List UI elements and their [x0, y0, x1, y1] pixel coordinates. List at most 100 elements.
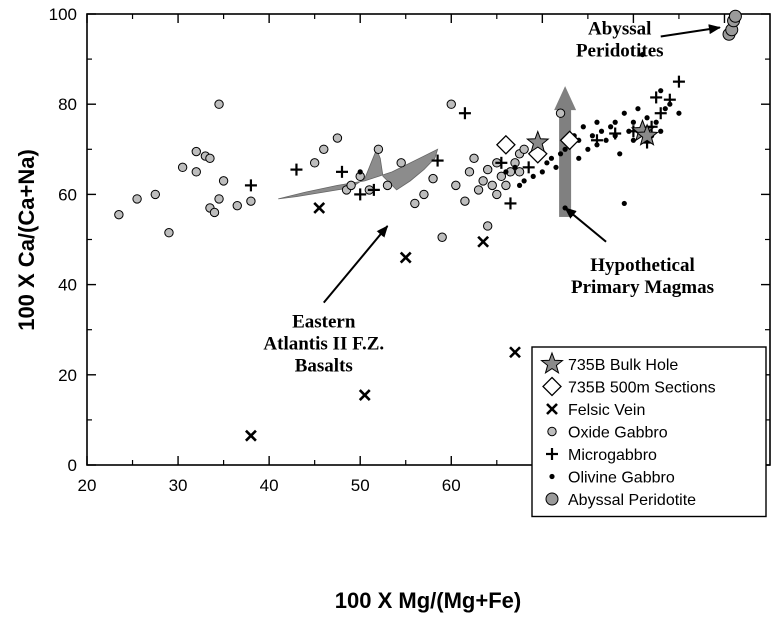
legend-marker-felsic-vein	[546, 403, 558, 415]
microgabbro-point-3	[354, 188, 367, 201]
x-tick-label-1: 30	[169, 476, 188, 495]
oxide-gabbro-point-5	[191, 167, 201, 177]
legend: 735B Bulk Hole 735B 500m Sections Felsic V…	[531, 346, 767, 518]
olivine-gabbro-point-1	[503, 169, 509, 175]
olivine-gabbro-point-18	[585, 146, 591, 152]
microgabbro-point-7	[495, 156, 508, 169]
annotation-2: Eastern Atlantis II F.Z. Basalts	[263, 311, 384, 376]
oxide-gabbro-point-8	[205, 153, 215, 164]
oxide-gabbro-point-0	[114, 209, 124, 220]
olivine-gabbro-point-20	[594, 119, 600, 125]
annotation-1: Hypothetical Primary Magmas	[571, 255, 714, 298]
felsic-vein-point-4-b	[477, 235, 490, 248]
legend-marker-microgabbro	[546, 448, 558, 460]
felsic-vein-point-1	[313, 202, 326, 214]
microgabbro-point-11	[609, 127, 622, 140]
oxide-gabbro-point-23	[373, 144, 384, 155]
oxide-gabbro-point-33	[464, 167, 475, 177]
olivine-gabbro-point-23	[603, 137, 609, 143]
felsic-vein-point-1-b	[313, 202, 326, 214]
microgabbro-point-8	[504, 197, 517, 210]
annotations-group: Abyssal Peridotites Hypothetical Primary Ma…	[263, 18, 721, 376]
microgabbro-point-17	[663, 93, 676, 106]
oxide-gabbro-point-28	[428, 173, 438, 184]
microgabbro-point-2	[335, 165, 348, 178]
oxide-gabbro-point-39	[487, 180, 497, 191]
x-tick-label-0: 20	[78, 476, 97, 495]
oxide-gabbro-point-34	[469, 153, 479, 164]
oxide-gabbro-point-40	[492, 189, 502, 200]
microgabbro-point-6	[458, 107, 471, 120]
felsic-vein-point-3	[399, 251, 412, 264]
annotation-2-line-1: Atlantis II F.Z.	[263, 333, 384, 354]
legend-label-735b-500m-sections: 735B 500m Sections	[568, 380, 716, 397]
oxide-gabbro-point-16	[309, 158, 320, 168]
olivine-gabbro-point-4	[521, 178, 527, 184]
olivine-gabbro-point-7	[544, 160, 550, 166]
y-axis-title: 100 X Ca/(Ca+Na)	[14, 149, 39, 331]
oxide-gabbro-point-43	[501, 180, 511, 191]
annotation-2-line-2: Basalts	[295, 355, 353, 376]
legend-marker-olivine-gabbro	[549, 473, 555, 480]
felsic-vein-point-0	[245, 429, 257, 442]
olivine-gabbro-point-27	[617, 151, 623, 157]
olivine-gabbro-point-32	[630, 137, 637, 143]
oxide-gabbro-point-36	[478, 176, 488, 186]
oxide-gabbro-point-31	[451, 180, 461, 191]
legend-marker-735b-bulk-hole	[540, 351, 564, 375]
x-axis-title: 100 X Mg/(Mg+Fe)	[335, 588, 521, 613]
oxide-gabbro-point-24	[382, 180, 393, 191]
olivine-gabbro-point-9	[553, 164, 559, 170]
y-tick-label-2: 40	[58, 276, 77, 295]
olivine-gabbro-point-33	[635, 106, 641, 112]
legend-marker-abyssal-peridotite	[545, 492, 559, 506]
microgabbro-point-16	[654, 107, 667, 120]
legend-label-oxide-gabbro: Oxide Gabbro	[568, 425, 668, 442]
felsic-vein-point-3-b	[399, 251, 412, 264]
oxide-gabbro-point-6	[191, 146, 201, 157]
legend-label-felsic-vein: Felsic Vein	[568, 402, 645, 419]
legend-label-735b-bulk-hole: 735B Bulk Hole	[568, 357, 678, 374]
olivine-gabbro-point-39	[662, 106, 668, 112]
olivine-gabbro-point-17	[580, 124, 586, 130]
735b-500m-sections-point-0	[495, 134, 516, 155]
olivine-gabbro-point-43	[658, 88, 664, 94]
trend-arrow-head	[554, 86, 577, 111]
735b-bulk-hole-point-0	[525, 130, 550, 153]
felsic-vein-point-4	[477, 235, 490, 248]
basalt-field	[278, 148, 439, 200]
olivine-gabbro-point-0	[357, 169, 363, 175]
oxide-gabbro-point-1	[132, 194, 142, 204]
x-tick-label-4: 60	[442, 476, 461, 495]
olivine-gabbro-point-3	[516, 182, 523, 188]
oxide-gabbro-point-15	[246, 196, 256, 206]
felsic-vein-point-2	[358, 389, 371, 402]
legend-label-microgabbro: Microgabbro	[568, 447, 657, 464]
735b-bulk-hole-point-2	[635, 123, 659, 146]
oxide-gabbro-point-11	[214, 194, 224, 204]
legend-label-olivine-gabbro: Olivine Gabbro	[568, 470, 675, 487]
olivine-gabbro-point-11	[562, 146, 568, 152]
y-tick-label-5: 100	[49, 5, 77, 24]
microgabbro-point-18	[672, 75, 685, 88]
olivine-gabbro-point-25	[612, 119, 618, 125]
oxide-gabbro-point-48	[519, 144, 529, 155]
legend-marker-felsic-vein-b	[546, 403, 558, 415]
microgabbro-point-15	[650, 91, 663, 104]
points-group	[114, 9, 742, 442]
y-tick-label-3: 60	[58, 185, 77, 204]
olivine-gabbro-point-10	[557, 151, 564, 157]
oxide-gabbro-point-35	[473, 185, 484, 195]
felsic-vein-point-5-b	[509, 346, 521, 359]
legend-box	[531, 346, 767, 518]
microgabbro-point-1	[290, 163, 303, 176]
olivine-gabbro-point-19	[589, 133, 596, 139]
oxide-gabbro-point-38	[482, 164, 493, 175]
oxide-gabbro-point-2	[150, 189, 161, 200]
oxide-gabbro-point-13	[218, 176, 229, 186]
annotation-2-line-0: Eastern	[292, 311, 356, 332]
y-tick-label-1: 20	[58, 366, 77, 385]
olivine-gabbro-point-5	[530, 173, 536, 179]
oxide-gabbro-point-29	[437, 232, 447, 242]
